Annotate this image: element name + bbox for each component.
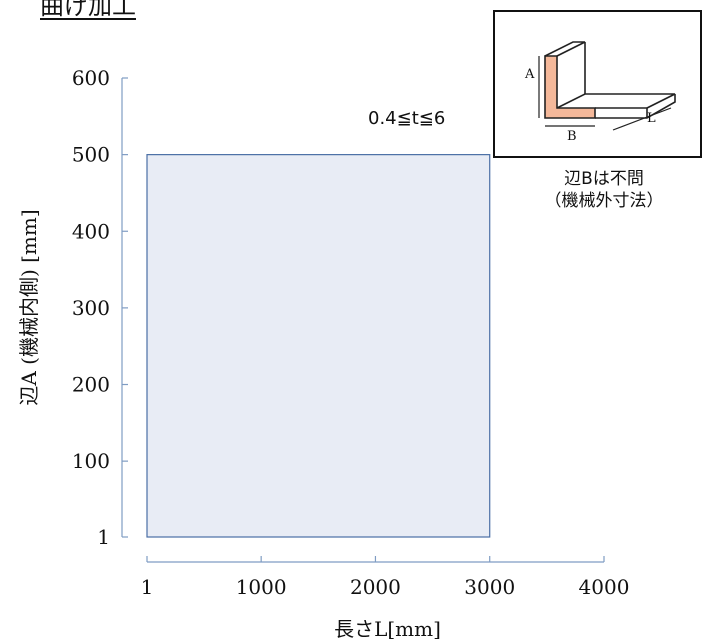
dimension-a-label: A bbox=[524, 67, 535, 82]
angle-bracket-drawing: A B L bbox=[524, 41, 676, 144]
x-tick-label: 3000 bbox=[464, 575, 515, 599]
y-tick-label: 200 bbox=[72, 373, 110, 397]
y-axis-title: 辺A (機械内側) [mm] bbox=[17, 209, 41, 405]
x-tick-label: 2000 bbox=[350, 575, 401, 599]
y-tick-label: 500 bbox=[72, 143, 110, 167]
y-tick-label: 400 bbox=[72, 219, 110, 243]
region-rect bbox=[146, 154, 491, 538]
dimension-b-label: B bbox=[567, 129, 577, 144]
angle-bracket-diagram: A B L bbox=[493, 10, 702, 158]
section-profile bbox=[544, 55, 596, 119]
x-axis-title: 長さL[mm] bbox=[334, 617, 441, 641]
axes bbox=[121, 77, 605, 563]
tick-labels: 1 100 200 300 400 500 600 1 1000 2000 3000 4000 bbox=[72, 66, 630, 599]
chart-title: 曲げ加工 bbox=[40, 0, 136, 20]
y-tick-label: 1 bbox=[97, 525, 110, 549]
x-tick-label: 1000 bbox=[236, 575, 287, 599]
y-tick-label: 300 bbox=[72, 296, 110, 320]
inset-caption-line1: 辺Bは不問 bbox=[564, 169, 644, 189]
dimension-lines bbox=[538, 56, 672, 131]
y-tick-label: 100 bbox=[72, 449, 110, 473]
inset-caption-line2: （機械外寸法） bbox=[544, 191, 664, 211]
y-tick-label: 600 bbox=[72, 66, 110, 90]
inset-caption: 辺Bは不問 （機械外寸法） bbox=[520, 168, 688, 212]
thickness-range-note: 0.4≦t≦6 bbox=[368, 108, 446, 129]
data-region bbox=[146, 154, 491, 538]
bracket-outline bbox=[544, 41, 676, 119]
x-tick-label: 1 bbox=[141, 575, 154, 599]
dimension-l-label: L bbox=[647, 111, 656, 126]
x-tick-label: 4000 bbox=[579, 575, 630, 599]
